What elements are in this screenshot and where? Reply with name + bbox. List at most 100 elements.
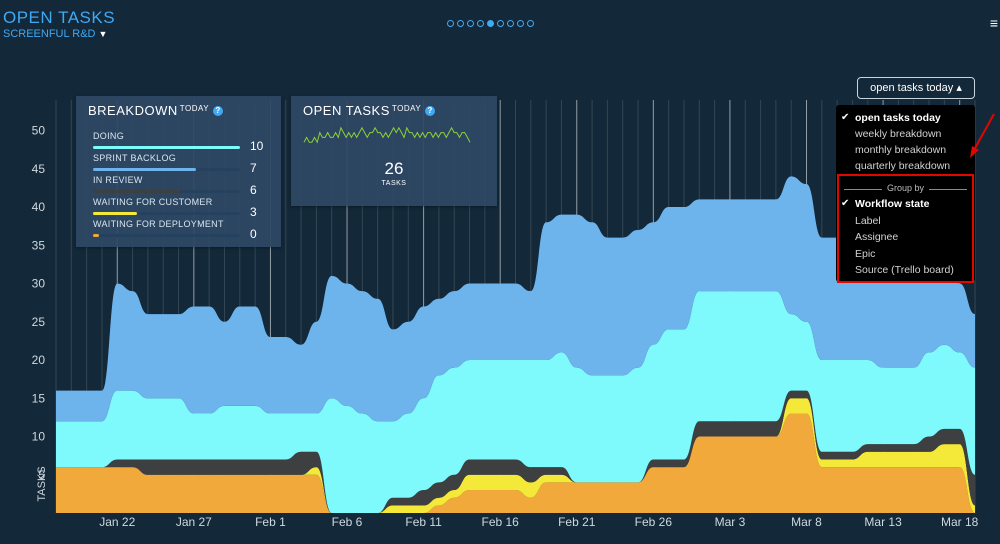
board-filter[interactable]: SCREENFUL R&D ▼ xyxy=(3,28,107,40)
breakdown-label: DOING xyxy=(93,131,125,141)
breakdown-label: WAITING FOR DEPLOYMENT xyxy=(93,219,224,229)
breakdown-value: 7 xyxy=(250,161,257,175)
area-series xyxy=(56,176,975,422)
breakdown-title-text: BREAKDOWN xyxy=(88,103,178,118)
check-icon: ✔ xyxy=(841,198,850,209)
menu-item-label: monthly breakdown xyxy=(855,144,947,156)
breakdown-bar xyxy=(93,168,196,171)
menu-item-quarterly-breakdown[interactable]: quarterly breakdown xyxy=(855,160,950,172)
y-tick-label: 45 xyxy=(32,162,46,176)
area-series xyxy=(56,398,975,513)
caret-up-icon: ▴ xyxy=(956,82,962,94)
menu-item-open-tasks-today[interactable]: ✔ open tasks today xyxy=(841,112,941,124)
slide-pager xyxy=(447,20,534,30)
breakdown-bar-track xyxy=(93,168,240,171)
breakdown-bar xyxy=(93,190,182,193)
breakdown-title: BREAKDOWN TODAY? xyxy=(88,103,224,118)
view-select-button[interactable]: open tasks today ▴ xyxy=(857,77,975,99)
x-tick-label: Feb 6 xyxy=(332,515,363,529)
breakdown-bar xyxy=(93,146,240,149)
area-series-group xyxy=(56,176,975,513)
breakdown-value: 3 xyxy=(250,205,257,219)
x-tick-label: Feb 1 xyxy=(255,515,286,529)
group-item-epic[interactable]: Epic xyxy=(855,248,875,260)
board-name: SCREENFUL R&D xyxy=(3,28,96,40)
help-icon[interactable]: ? xyxy=(425,106,436,116)
breakdown-value: 10 xyxy=(250,139,264,153)
group-item-label-option[interactable]: Label xyxy=(855,215,881,227)
pager-dot[interactable] xyxy=(467,20,474,27)
breakdown-value: 6 xyxy=(250,183,257,197)
x-tick-label: Mar 3 xyxy=(715,515,746,529)
x-tick-label: Feb 16 xyxy=(482,515,520,529)
pager-dot[interactable] xyxy=(457,20,464,27)
breakdown-row: WAITING FOR CUSTOMER 3 xyxy=(93,197,271,219)
open-tasks-count: 26 xyxy=(384,159,404,178)
breakdown-label: IN REVIEW xyxy=(93,175,143,185)
app-title: OPEN TASKS xyxy=(3,8,116,27)
check-icon: ✔ xyxy=(841,112,850,123)
y-tick-label: 40 xyxy=(32,200,46,214)
breakdown-bar xyxy=(93,234,99,237)
open-tasks-unit: TASKS xyxy=(381,180,407,187)
group-item-label: Workflow state xyxy=(855,198,930,210)
breakdown-row: WAITING FOR DEPLOYMENT 0 xyxy=(93,219,271,241)
breakdown-label: WAITING FOR CUSTOMER xyxy=(93,197,213,207)
group-item-source[interactable]: Source (Trello board) xyxy=(855,264,954,276)
breakdown-bar xyxy=(93,212,138,215)
y-axis-label: TASKS xyxy=(36,466,48,501)
open-tasks-panel: OPEN TASKS TODAY? 26 TASKS xyxy=(291,96,497,206)
y-tick-label: 35 xyxy=(32,238,46,252)
breakdown-row: SPRINT BACKLOG 7 xyxy=(93,153,271,175)
open-tasks-today-label: TODAY xyxy=(391,104,422,113)
x-tick-label: Jan 27 xyxy=(176,515,212,529)
x-tick-label: Mar 13 xyxy=(864,515,902,529)
pager-dot[interactable] xyxy=(477,20,484,27)
y-tick-label: 20 xyxy=(32,353,46,367)
x-tick-label: Feb 11 xyxy=(405,515,442,529)
view-dropdown-menu: ✔ open tasks today weekly breakdown month… xyxy=(836,105,975,282)
x-tick-label: Mar 18 xyxy=(941,515,979,529)
breakdown-bar-track xyxy=(93,212,240,215)
pager-dot[interactable] xyxy=(507,20,514,27)
group-item-assignee[interactable]: Assignee xyxy=(855,231,898,243)
view-select-label: open tasks today xyxy=(870,82,954,94)
breakdown-panel: BREAKDOWN TODAY? DOING 10 SPRINT BACKLOG 7 IN… xyxy=(76,96,281,247)
group-item-label: Assignee xyxy=(855,231,899,243)
help-icon[interactable]: ? xyxy=(213,106,224,116)
group-item-workflow-state[interactable]: ✔ Workflow state xyxy=(841,198,930,210)
x-tick-label: Feb 26 xyxy=(635,515,673,529)
open-tasks-sparkline xyxy=(303,126,471,144)
y-tick-label: 10 xyxy=(32,430,46,444)
hamburger-icon[interactable]: ≡ xyxy=(989,15,998,31)
group-item-label: Source (Trello board) xyxy=(855,264,954,276)
pager-dot[interactable] xyxy=(517,20,524,27)
pager-dot[interactable] xyxy=(487,20,494,27)
y-tick-label: 5 xyxy=(38,468,45,482)
open-tasks-title-text: OPEN TASKS xyxy=(303,103,390,118)
breakdown-label: SPRINT BACKLOG xyxy=(93,153,177,163)
x-tick-label: Jan 22 xyxy=(99,515,135,529)
menu-item-monthly-breakdown[interactable]: monthly breakdown xyxy=(855,144,946,156)
menu-item-label: quarterly breakdown xyxy=(855,160,951,172)
menu-item-label: open tasks today xyxy=(855,112,941,124)
y-tick-label: 30 xyxy=(32,277,46,291)
breakdown-row: IN REVIEW 6 xyxy=(93,175,271,197)
open-tasks-title: OPEN TASKS TODAY? xyxy=(303,103,436,118)
group-item-label: Label xyxy=(855,215,881,227)
area-series xyxy=(56,413,975,513)
annotation-highlight-box xyxy=(837,174,974,283)
x-tick-label: Mar 8 xyxy=(791,515,822,529)
funnel-icon[interactable]: ▼ xyxy=(98,29,108,39)
breakdown-value: 0 xyxy=(250,227,257,241)
menu-item-label: weekly breakdown xyxy=(855,128,942,140)
pager-dot[interactable] xyxy=(447,20,454,27)
y-tick-label: 50 xyxy=(32,124,46,138)
area-series xyxy=(56,291,975,513)
menu-item-weekly-breakdown[interactable]: weekly breakdown xyxy=(855,128,941,140)
x-tick-label: Feb 21 xyxy=(558,515,596,529)
pager-dot[interactable] xyxy=(527,20,534,27)
pager-dot[interactable] xyxy=(497,20,504,27)
breakdown-bar-track xyxy=(93,234,240,237)
